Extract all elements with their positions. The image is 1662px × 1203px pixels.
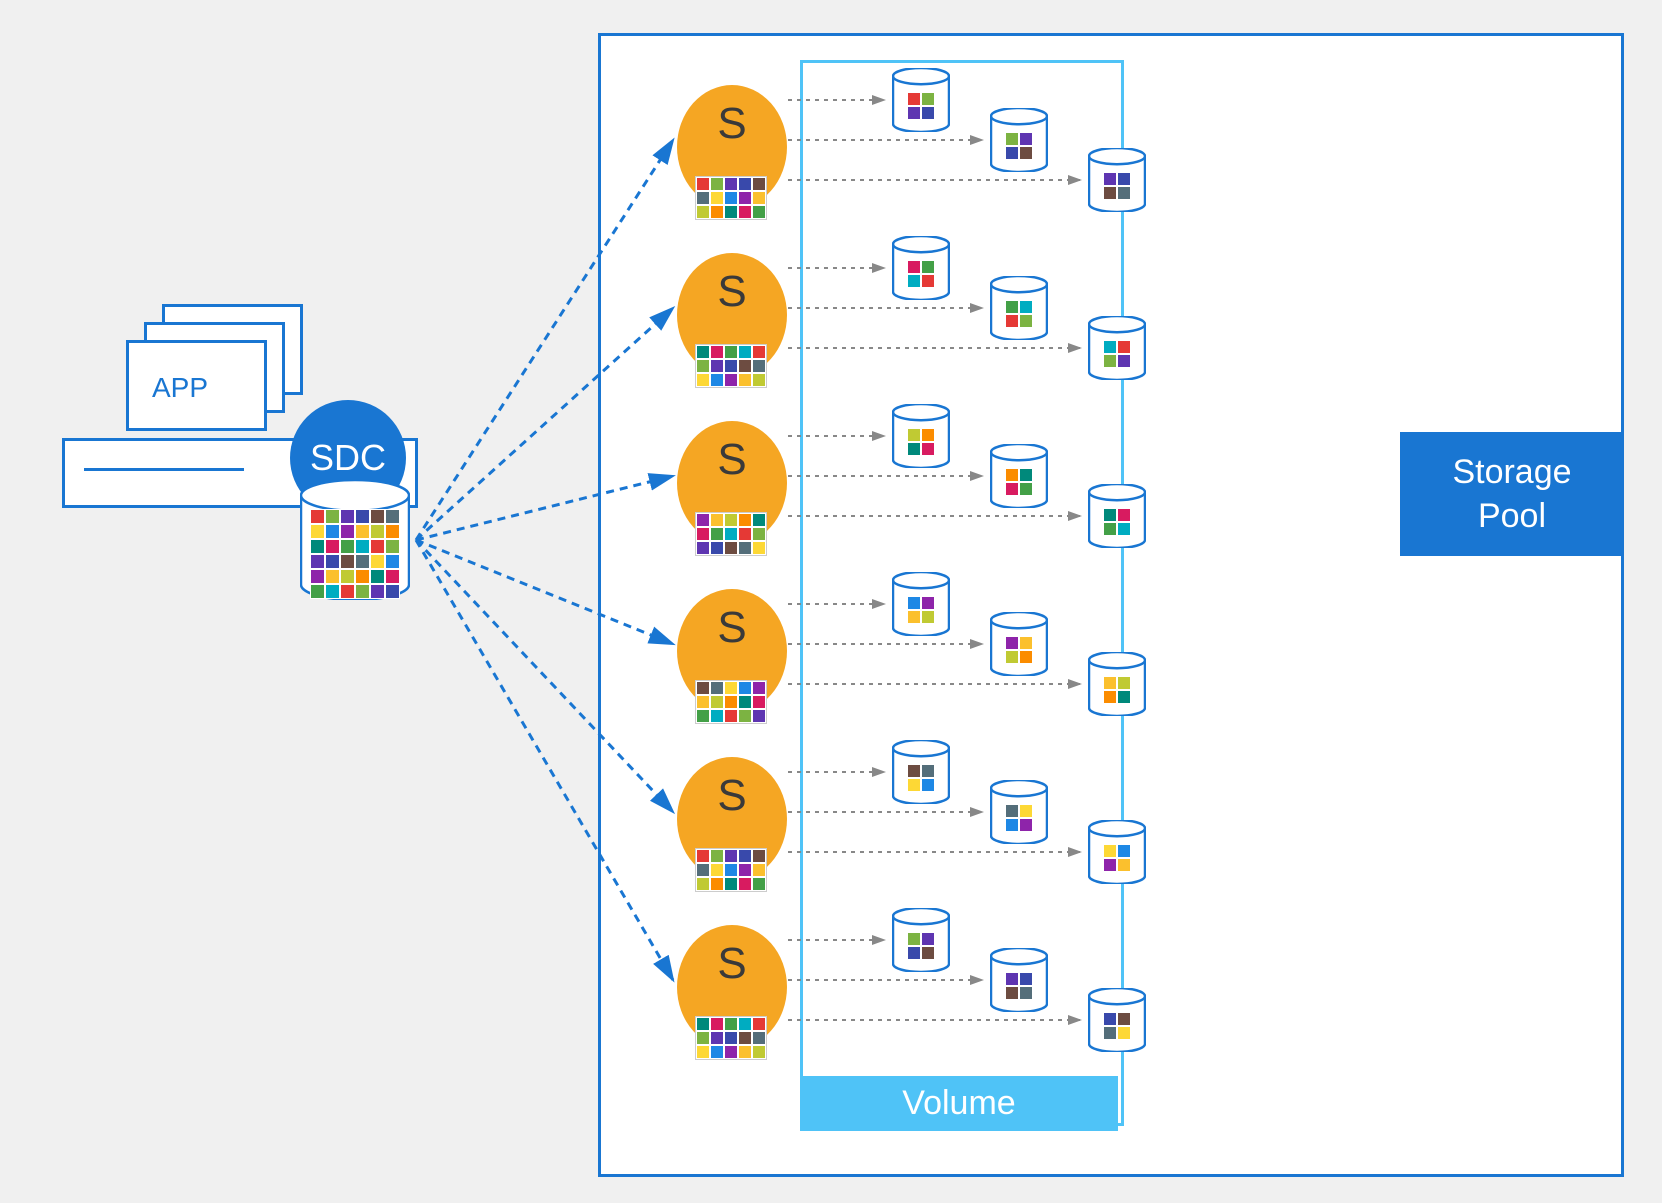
volume-data-grid xyxy=(1005,132,1033,160)
sdc-data-grid xyxy=(310,509,400,599)
volume-data-grid xyxy=(1005,972,1033,1000)
volume-data-grid xyxy=(1103,340,1131,368)
s-node-data-grid xyxy=(695,1016,767,1060)
volume-box xyxy=(800,60,1124,1126)
volume-data-grid xyxy=(907,260,935,288)
volume-data-grid xyxy=(1005,636,1033,664)
volume-data-grid xyxy=(907,428,935,456)
diagram-canvas: StoragePool Volume APP SDC S S xyxy=(0,0,1662,1203)
volume-data-grid xyxy=(1103,844,1131,872)
s-node-data-grid xyxy=(695,512,767,556)
server-line xyxy=(84,468,244,471)
volume-data-grid xyxy=(907,596,935,624)
volume-data-grid xyxy=(1005,804,1033,832)
s-node-data-grid xyxy=(695,848,767,892)
volume-data-grid xyxy=(1005,300,1033,328)
s-node-data-grid xyxy=(695,680,767,724)
volume-data-grid xyxy=(1103,508,1131,536)
volume-data-grid xyxy=(1103,172,1131,200)
volume-data-grid xyxy=(907,932,935,960)
sdc-text: SDC xyxy=(310,437,386,479)
volume-data-grid xyxy=(1103,1012,1131,1040)
volume-data-grid xyxy=(907,764,935,792)
s-node-data-grid xyxy=(695,176,767,220)
volume-data-grid xyxy=(1103,676,1131,704)
storage-pool-label: StoragePool xyxy=(1400,432,1624,556)
s-node-data-grid xyxy=(695,344,767,388)
volume-data-grid xyxy=(1005,468,1033,496)
volume-label: Volume xyxy=(800,1076,1118,1131)
app-label: APP xyxy=(152,372,208,404)
volume-data-grid xyxy=(907,92,935,120)
volume-text: Volume xyxy=(902,1084,1015,1122)
